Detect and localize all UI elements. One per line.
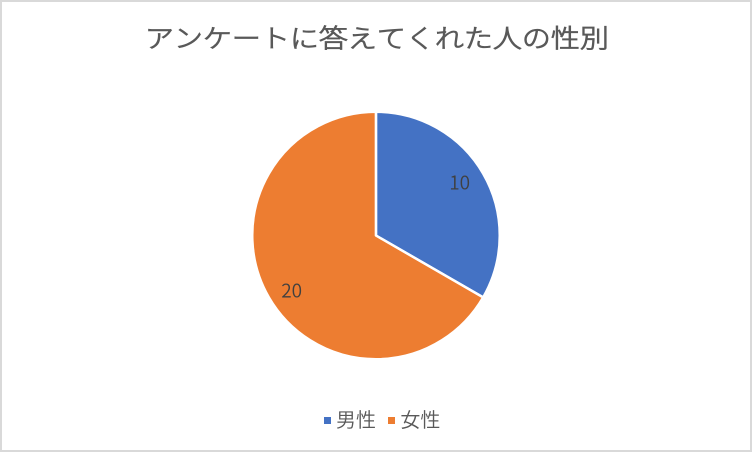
legend-marker-icon: [323, 416, 331, 424]
data-label-男性: 10: [449, 168, 471, 196]
legend: 男性 女性: [0, 403, 752, 433]
pie-slice-border: [374, 110, 501, 299]
legend-item-男性[interactable]: 男性: [323, 403, 376, 433]
pie-slice-男性[interactable]: [376, 111, 500, 298]
pie-slice-女性[interactable]: [252, 111, 484, 360]
legend-item-label: 男性: [336, 403, 376, 433]
legend-marker-icon: [388, 416, 396, 424]
legend-item-label: 女性: [400, 403, 441, 433]
pie-slice-border: [251, 110, 485, 361]
chart-title: アンケートに答えてくれた人の性別: [144, 18, 609, 56]
legend-item-女性[interactable]: 女性: [388, 403, 441, 433]
data-label-女性: 20: [281, 276, 303, 304]
